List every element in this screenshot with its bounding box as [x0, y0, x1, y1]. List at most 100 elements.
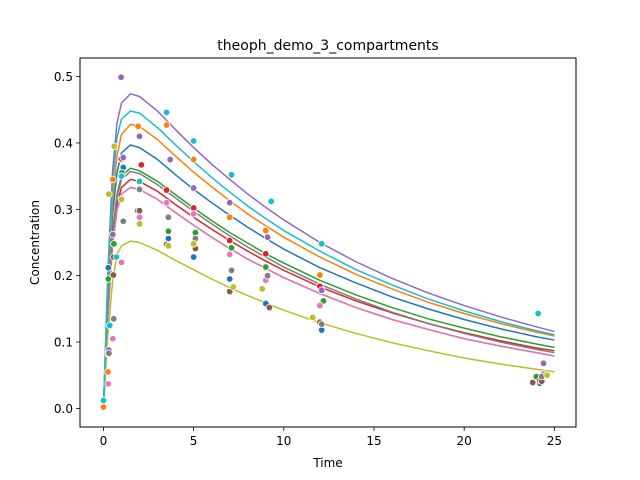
data-point-7-9 — [316, 301, 324, 310]
data-point-5-11 — [539, 359, 548, 367]
data-point-5-3 — [117, 73, 125, 81]
data-point-2-7 — [189, 155, 198, 164]
fit-line-4 — [102, 178, 555, 409]
data-point-8-7 — [227, 266, 236, 275]
fit-line-5 — [102, 93, 555, 409]
data-point-3-2 — [110, 240, 118, 248]
data-point-4-4 — [137, 161, 146, 169]
y-axis-label: Concentration — [28, 200, 42, 285]
fit-line-2 — [102, 123, 555, 409]
data-point-6-2 — [109, 271, 118, 279]
data-point-7-6 — [189, 210, 198, 218]
axes-frame — [79, 57, 577, 428]
data-point-9-9 — [308, 313, 317, 322]
data-point-7-3 — [117, 258, 126, 267]
data-point-5-8 — [225, 198, 234, 207]
data-point-5-4 — [119, 153, 127, 162]
data-point-10-1 — [99, 396, 108, 405]
data-point-7-7 — [225, 250, 234, 259]
data-point-5-2 — [109, 230, 117, 239]
data-point-9-3 — [117, 195, 126, 204]
y-tick-label: 0.4 — [54, 136, 73, 150]
data-point-9-10 — [543, 371, 551, 379]
data-point-8-4 — [135, 185, 144, 194]
fit-line-6 — [102, 186, 555, 409]
data-point-9-4 — [135, 220, 144, 228]
data-point-10-4 — [117, 172, 126, 180]
data-point-8-9 — [317, 320, 326, 328]
data-point-10-10 — [317, 240, 326, 248]
fit-line-7 — [102, 186, 555, 409]
data-point-5-5 — [135, 132, 144, 141]
data-point-4-7 — [225, 236, 234, 245]
data-point-8-1 — [105, 349, 113, 358]
y-tick-label: 0.2 — [54, 269, 73, 283]
x-tick-label: 25 — [547, 434, 562, 448]
y-axis-ticks: 0.0 0.1 0.2 0.3 0.4 0.5 — [54, 70, 80, 416]
y-tick-label: 0.0 — [54, 402, 73, 416]
data-point-2-6 — [162, 121, 171, 129]
data-point-10-6 — [162, 108, 171, 117]
data-point-2-3 — [109, 175, 117, 184]
fit-line-3 — [102, 167, 555, 409]
data-point-6-8 — [265, 303, 274, 312]
y-tick-label: 0.5 — [54, 70, 73, 84]
x-tick-label: 20 — [457, 434, 472, 448]
data-point-2-1 — [99, 403, 108, 411]
data-point-9-6 — [189, 240, 198, 248]
data-point-7-1 — [104, 380, 113, 388]
data-point-6-10 — [529, 378, 537, 387]
x-tick-label: 0 — [100, 434, 108, 448]
data-point-2-10 — [316, 271, 324, 279]
y-tick-label: 0.1 — [54, 336, 73, 350]
data-point-7-4 — [135, 213, 144, 221]
data-point-2-8 — [225, 213, 234, 221]
data-point-9-1 — [105, 190, 113, 198]
data-point-2-5 — [134, 122, 142, 131]
data-point-3-7 — [227, 244, 236, 252]
x-tick-label: 15 — [366, 434, 381, 448]
data-point-8-2 — [110, 315, 118, 323]
data-point-5-9 — [263, 233, 272, 241]
data-point-6-4 — [135, 206, 144, 215]
data-point-1-2 — [104, 264, 113, 272]
data-point-9-7 — [229, 283, 238, 291]
x-tick-label: 5 — [190, 434, 198, 448]
x-axis-ticks: 0 5 10 15 20 25 — [100, 427, 562, 448]
data-point-9-5 — [164, 242, 173, 250]
data-point-2-2 — [104, 368, 112, 376]
data-point-3-8 — [262, 263, 270, 271]
data-point-5-7 — [189, 184, 198, 192]
data-point-7-5 — [162, 198, 171, 207]
x-tick-label: 10 — [276, 434, 291, 448]
x-axis-label: Time — [312, 456, 342, 470]
data-point-3-1 — [104, 275, 113, 283]
data-point-2-9 — [262, 226, 270, 235]
data-point-1-6 — [189, 253, 198, 261]
data-point-9-2 — [110, 142, 118, 150]
data-point-10-11 — [534, 309, 542, 318]
data-point-10-2 — [106, 321, 114, 330]
data-point-5-6 — [166, 155, 174, 164]
data-points — [99, 73, 551, 411]
data-point-7-2 — [109, 335, 117, 343]
data-point-10-3 — [112, 253, 121, 261]
data-point-5-10 — [317, 286, 326, 294]
data-point-4-5 — [162, 186, 171, 194]
data-point-10-7 — [189, 137, 198, 145]
data-point-10-5 — [135, 177, 144, 186]
data-point-10-9 — [267, 197, 275, 206]
data-point-4-8 — [262, 250, 270, 258]
data-point-3-5 — [164, 227, 173, 235]
data-point-1-7 — [225, 275, 234, 283]
fit-line-10 — [102, 110, 555, 409]
data-point-8-3 — [119, 217, 127, 225]
chart-title: theoph_demo_3_compartments — [217, 38, 438, 54]
y-tick-label: 0.3 — [54, 203, 73, 217]
data-point-8-5 — [164, 213, 173, 221]
fit-line-1 — [102, 144, 555, 409]
fit-line-8 — [102, 170, 555, 409]
data-point-9-8 — [258, 285, 266, 293]
